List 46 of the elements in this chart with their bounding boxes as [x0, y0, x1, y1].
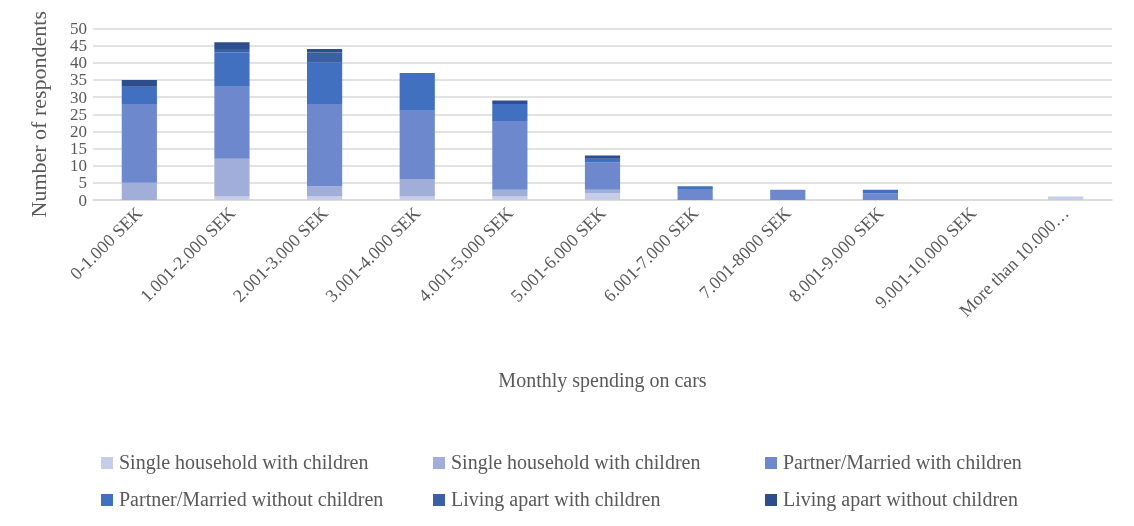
legend-label: Living apart without children	[783, 488, 1018, 511]
bar	[214, 42, 250, 50]
bar	[399, 73, 435, 111]
bar	[492, 103, 528, 122]
legend-label: Living apart with children	[451, 488, 661, 511]
bar	[399, 110, 435, 180]
bar	[121, 182, 157, 200]
y-tick-label: 45	[70, 36, 87, 56]
legend-label: Single household with children	[119, 451, 369, 474]
bar	[584, 155, 621, 159]
bar	[862, 193, 899, 200]
bar	[121, 86, 157, 104]
y-tick-label: 25	[70, 104, 87, 124]
bar	[306, 52, 343, 63]
bar	[770, 189, 806, 200]
y-tick-label: 15	[70, 139, 87, 159]
bar	[399, 179, 435, 197]
y-tick-label: 5	[78, 173, 87, 193]
bar	[677, 189, 713, 200]
legend-label: Partner/Married without children	[119, 488, 384, 510]
bar	[492, 189, 528, 197]
y-tick-label: 30	[70, 87, 87, 107]
bar	[306, 62, 343, 104]
bar	[584, 162, 621, 190]
bar	[121, 103, 157, 183]
y-tick-label: 50	[70, 19, 87, 39]
bar	[492, 121, 528, 190]
legend-label: Single household with children	[451, 451, 701, 474]
legend-label: Partner/Married with children	[783, 451, 1022, 473]
y-tick-label: 40	[70, 53, 87, 73]
bar	[306, 186, 343, 197]
bar	[214, 158, 250, 197]
bar	[214, 52, 250, 87]
y-tick-label: 20	[70, 121, 87, 141]
bar	[306, 103, 343, 187]
y-axis-title: Number of respondents	[25, 11, 51, 218]
y-tick-label: 0	[78, 190, 87, 210]
bar	[214, 49, 250, 53]
bar	[677, 186, 713, 190]
bar	[306, 49, 343, 53]
y-tick-label: 10	[70, 156, 87, 176]
bar	[214, 86, 250, 159]
x-axis-title: Monthly spending on cars	[498, 369, 707, 392]
bar	[584, 193, 621, 200]
bar	[121, 79, 157, 87]
y-tick-label: 35	[70, 70, 87, 90]
